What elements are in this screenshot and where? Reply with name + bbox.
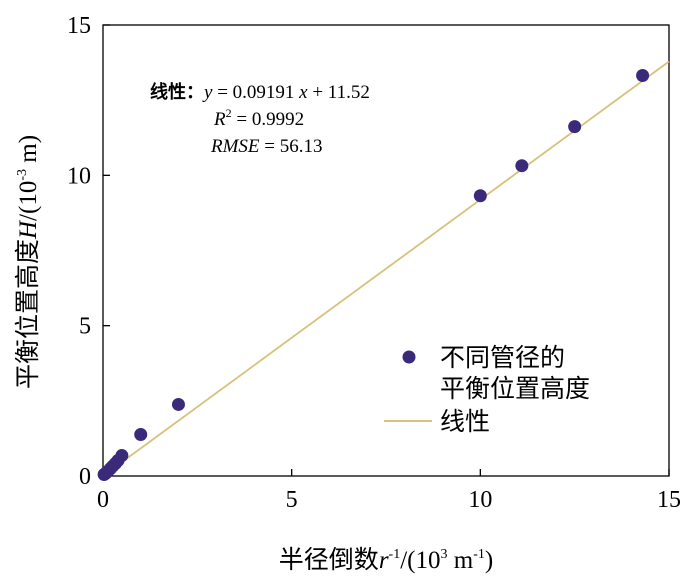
data-point: [568, 120, 582, 134]
legend-scatter-marker: [402, 350, 416, 364]
fit-r-squared: R2 = 0.9992: [213, 106, 304, 130]
x-tick-label-0: 0: [97, 487, 109, 513]
fit-line: [102, 60, 670, 477]
legend-line-label: 线性: [440, 407, 490, 436]
data-point: [515, 159, 529, 173]
fit-line-layer: [102, 60, 670, 477]
fit-equation: 线性：y = 0.09191 x + 11.52: [150, 81, 370, 103]
data-points: [97, 69, 650, 481]
data-point: [171, 397, 185, 411]
y-tick-label-10: 10: [67, 163, 91, 189]
data-point: [636, 69, 650, 83]
x-tick-label-15: 15: [657, 487, 681, 513]
x-tick-label-5: 5: [286, 487, 298, 513]
legend: 不同管径的 平衡位置高度 线性: [384, 343, 590, 436]
data-point: [473, 189, 487, 203]
fit-rmse: RMSE = 56.13: [210, 136, 323, 157]
legend-scatter-label-line2: 平衡位置高度: [440, 374, 590, 403]
axis-ticks: 0 5 10 15 0 5 10 15: [67, 13, 681, 513]
x-tick-label-10: 10: [468, 487, 492, 513]
y-axis-title: 平衡位置高度H/(10-3 m): [13, 135, 42, 389]
plot-frame: [102, 24, 670, 477]
data-point: [134, 428, 148, 442]
data-point: [115, 449, 129, 463]
legend-scatter-label-line1: 不同管径的: [440, 343, 565, 372]
y-tick-label-15: 15: [67, 13, 91, 39]
y-tick-label-5: 5: [79, 314, 91, 340]
x-axis-title: 半径倒数r-1/(103 m-1): [279, 545, 493, 574]
y-tick-label-0: 0: [79, 464, 91, 490]
